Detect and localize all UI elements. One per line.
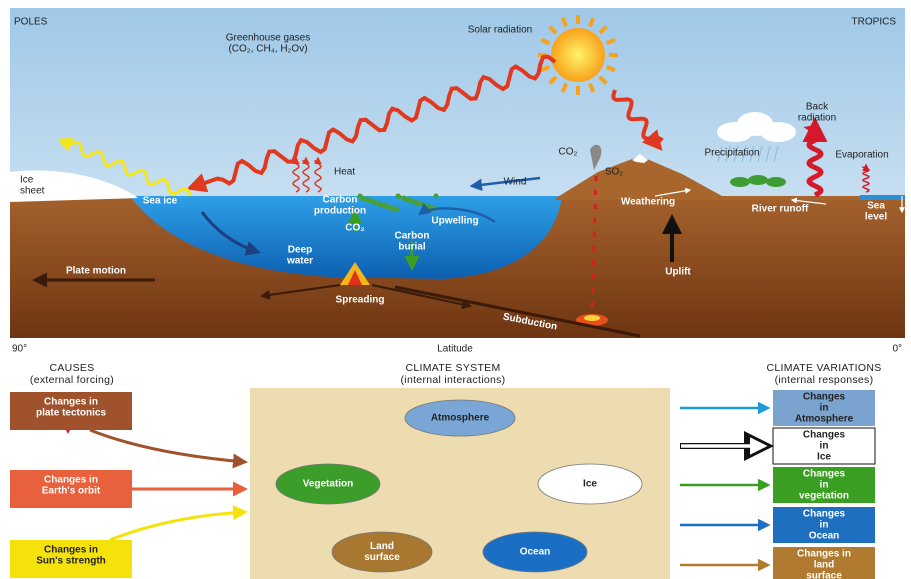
label: Changes: [803, 392, 846, 403]
shape: [766, 177, 786, 187]
plankton: [361, 197, 366, 202]
label: production: [314, 206, 366, 217]
plankton: [385, 205, 390, 210]
shape: [748, 175, 768, 185]
label: vegetation: [799, 491, 849, 502]
label: Deep: [288, 245, 312, 256]
label: land: [814, 560, 835, 571]
label: in: [820, 403, 829, 414]
label: Ocean: [520, 547, 551, 558]
label: River runoff: [752, 204, 809, 215]
label: in: [820, 441, 829, 452]
label: plate tectonics: [36, 408, 106, 419]
plankton: [404, 198, 409, 203]
label: Changes in: [797, 549, 851, 560]
plankton: [434, 194, 439, 199]
label: Changes: [803, 469, 846, 480]
label: Ocean: [809, 531, 840, 542]
label: radiation: [798, 113, 836, 124]
label: POLES: [14, 17, 48, 28]
label: surface: [806, 571, 842, 579]
plankton: [397, 195, 402, 200]
label: Precipitation: [704, 148, 759, 159]
label: Ice: [817, 452, 831, 463]
label: CLIMATE VARIATIONS: [766, 362, 881, 374]
label: Atmosphere: [795, 414, 854, 425]
climate-diagram: POLES TROPICS Greenhouse gases(CO₂, CH₄, H…: [0, 0, 911, 579]
plankton: [422, 204, 427, 209]
label: CAUSES: [50, 362, 95, 374]
label: Upwelling: [431, 216, 478, 227]
label: Changes: [803, 430, 846, 441]
label: Wind: [504, 177, 527, 188]
label: burial: [398, 242, 425, 253]
shape: [760, 122, 796, 142]
label: Changes in: [44, 397, 98, 408]
plankton: [373, 201, 378, 206]
label: surface: [364, 552, 400, 563]
label: Sea ice: [143, 196, 178, 207]
label: Earth's orbit: [42, 486, 101, 497]
label: Carbon: [323, 195, 358, 206]
arrow: [90, 430, 245, 462]
label: TROPICS: [852, 17, 897, 28]
label: Atmosphere: [431, 413, 490, 424]
shape: [584, 315, 600, 321]
label: (internal responses): [775, 374, 874, 386]
plankton: [367, 199, 372, 204]
label: 90°: [12, 344, 27, 355]
label: Vegetation: [303, 479, 354, 490]
label: Latitude: [437, 344, 473, 355]
label: in: [820, 480, 829, 491]
shape: [551, 28, 605, 82]
label: Spreading: [336, 295, 385, 306]
label: Sun's strength: [36, 556, 106, 567]
plankton: [391, 207, 396, 212]
label: water: [286, 256, 313, 267]
label: Evaporation: [835, 150, 888, 161]
plankton: [410, 200, 415, 205]
label: Plate motion: [66, 266, 126, 277]
label: Ice: [583, 479, 597, 490]
label: Weathering: [621, 197, 675, 208]
label: (CO₂, CH₄, H₂Ov): [228, 44, 307, 55]
label: Changes in: [44, 545, 98, 556]
panel: [860, 195, 905, 200]
label: CO₂: [559, 147, 578, 158]
label: CO₂: [345, 223, 364, 234]
plankton: [379, 203, 384, 208]
label: Ice: [20, 175, 34, 186]
label: Carbon: [395, 231, 430, 242]
label: Solar radiation: [468, 25, 532, 36]
label: (internal interactions): [401, 374, 506, 386]
label: Sea: [867, 201, 885, 212]
label: Changes: [803, 509, 846, 520]
label: Greenhouse gases: [226, 33, 311, 44]
label: (external forcing): [30, 374, 114, 386]
label: Heat: [334, 167, 355, 178]
label: Changes in: [44, 475, 98, 486]
label: level: [865, 212, 887, 223]
label: CLIMATE SYSTEM: [405, 362, 500, 374]
label: Land: [370, 541, 394, 552]
label: Uplift: [665, 267, 691, 278]
label: 0°: [892, 344, 902, 355]
label: in: [820, 520, 829, 531]
plankton: [416, 202, 421, 207]
label: sheet: [20, 186, 45, 197]
label: Back: [806, 102, 829, 113]
arrow: [110, 512, 245, 540]
shape: [730, 177, 750, 187]
label: SO₂: [605, 167, 623, 178]
